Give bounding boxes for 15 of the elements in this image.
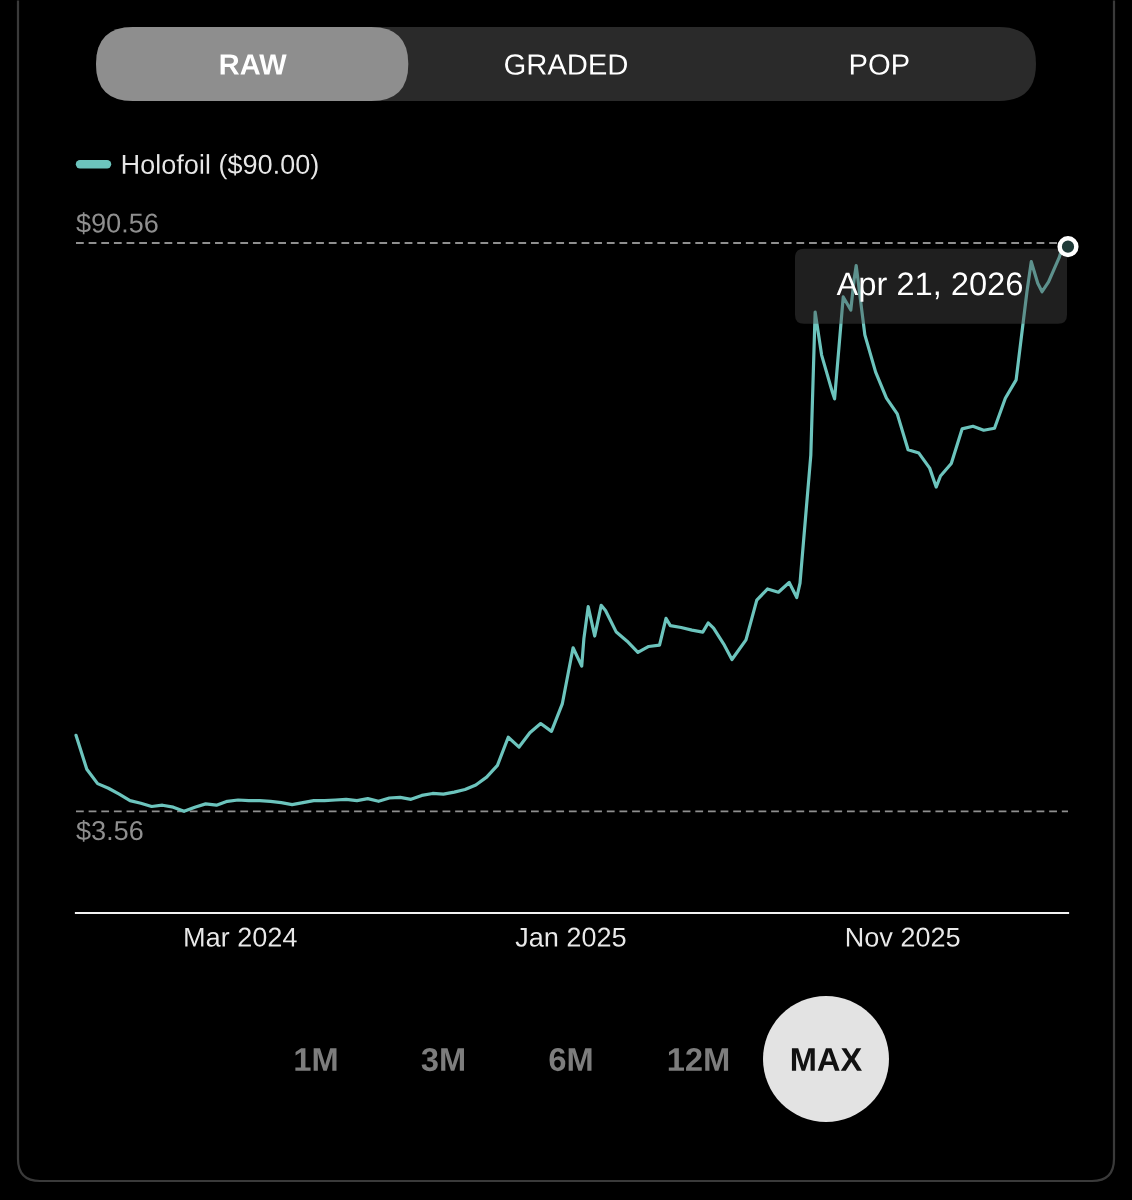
text: MAX — [791, 1048, 862, 1071]
text: GRADED — [505, 54, 627, 75]
text: 3M — [421, 1048, 464, 1072]
text: 1M — [295, 1048, 337, 1071]
x-tick-label: Nov 2025 — [846, 927, 960, 947]
x-tick-label: Mar 2024 — [185, 927, 297, 947]
text: 6M — [549, 1048, 592, 1072]
text: 12M — [668, 1048, 729, 1071]
annotation: Apr 21, 2026 — [836, 272, 1023, 302]
ref-line-label: $3.56 — [76, 819, 143, 842]
text: POP — [850, 54, 909, 75]
x-tick-label: Jan 2025 — [515, 927, 626, 947]
text: RAW — [220, 54, 287, 75]
ref-line-label: $90.56 — [76, 212, 158, 235]
legend-label: Holofoil ($90.00) — [122, 153, 318, 180]
